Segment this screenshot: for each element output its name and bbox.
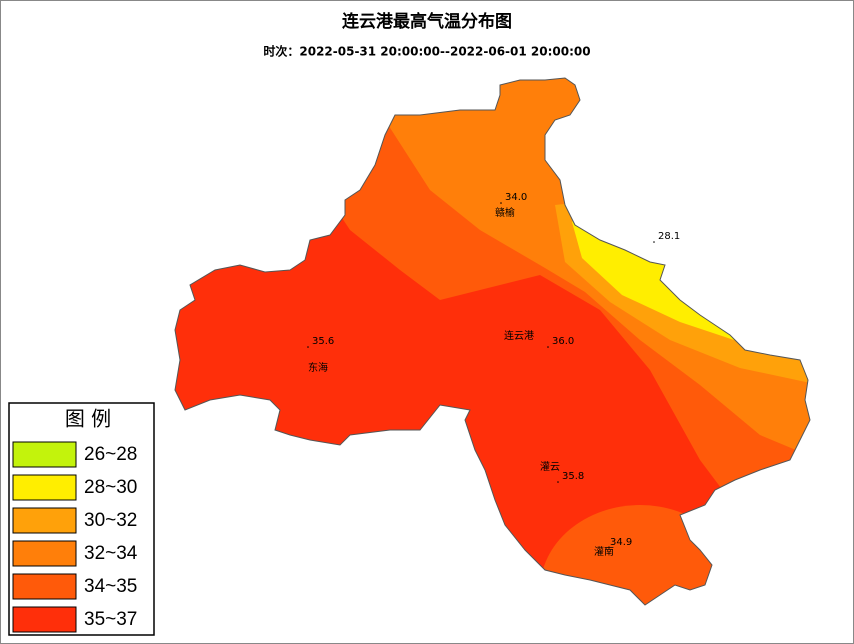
legend: 26~28 28~30 30~32 32~34 34~35 35~37 [12, 441, 138, 633]
legend-title: 图 例 [65, 407, 111, 431]
legend-swatch [12, 474, 77, 501]
station-dot [547, 346, 549, 348]
station-value: 34.0 [505, 192, 527, 203]
legend-swatch [12, 441, 77, 468]
station-dot [653, 241, 655, 243]
station-value: 35.6 [312, 336, 334, 347]
station-value: 35.8 [562, 471, 584, 482]
legend-swatch [12, 573, 77, 600]
station-name: 灌云 [540, 461, 560, 473]
legend-swatch [12, 507, 77, 534]
station-value: 34.9 [610, 537, 632, 548]
legend-swatch [12, 606, 77, 633]
station-dot [605, 547, 607, 549]
station-name: 赣榆 [495, 206, 515, 219]
legend-label: 28~30 [84, 477, 137, 498]
station-name: 灌南 [594, 545, 614, 558]
station-value: 36.0 [552, 336, 574, 347]
zone-34-35-south [540, 505, 740, 605]
station-dot [307, 346, 309, 348]
station-dot [500, 202, 502, 204]
legend-label: 34~35 [84, 576, 137, 597]
station-name: 东海 [308, 361, 328, 374]
legend-swatch [12, 540, 77, 567]
station-dot [557, 481, 559, 483]
map-title: 连云港最高气温分布图 [342, 11, 512, 32]
legend-label: 26~28 [84, 444, 137, 465]
station-value: 28.1 [658, 231, 680, 242]
legend-label: 30~32 [84, 510, 137, 531]
legend-label: 35~37 [84, 609, 137, 630]
legend-label: 32~34 [84, 543, 138, 564]
station-name: 连云港 [504, 329, 534, 342]
stations: 34.0 赣榆 28.1 35.6 东海 36.0 连云港 35.8灌云 34.9灌南 [307, 192, 680, 558]
map-subtitle: 时次：2022-05-31 20:00:00--2022-06-01 20:00… [263, 44, 590, 59]
